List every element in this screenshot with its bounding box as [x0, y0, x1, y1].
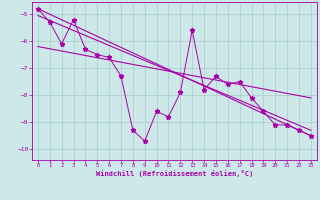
- X-axis label: Windchill (Refroidissement éolien,°C): Windchill (Refroidissement éolien,°C): [96, 170, 253, 177]
